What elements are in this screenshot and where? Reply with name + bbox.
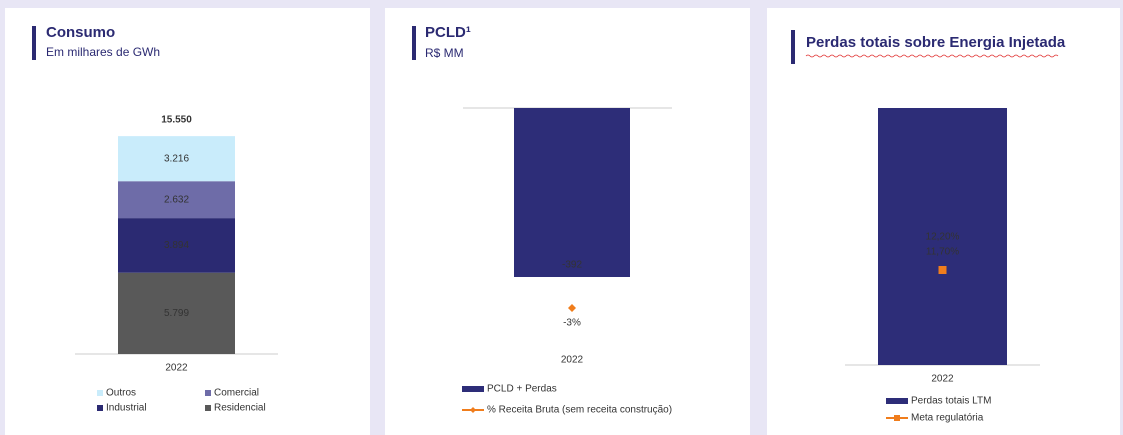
spell-underline xyxy=(805,54,1059,58)
legend-label: Perdas totais LTM xyxy=(911,396,991,407)
chart-title: Perdas totais sobre Energia Injetada xyxy=(806,34,1066,51)
bar-segment xyxy=(118,181,235,219)
chart-subtitle: Em milhares de GWh xyxy=(46,45,160,59)
title-accent xyxy=(791,30,795,64)
data-label: -3% xyxy=(563,318,581,329)
legend-label: Outros xyxy=(106,388,136,399)
legend-swatch xyxy=(97,390,103,396)
legend-label: Residencial xyxy=(214,403,266,414)
x-tick-label: 2022 xyxy=(931,374,954,385)
legend-label: Meta regulatória xyxy=(911,413,984,424)
legend-label: Industrial xyxy=(106,403,147,414)
marker xyxy=(938,266,947,274)
bar xyxy=(878,108,1007,365)
legend-label: PCLD + Perdas xyxy=(487,384,557,395)
data-label: 3.894 xyxy=(164,240,189,251)
marker xyxy=(894,415,900,421)
data-label: 12,20% xyxy=(926,232,960,243)
marker xyxy=(470,407,476,413)
x-tick-label: 2022 xyxy=(561,355,584,366)
title-accent xyxy=(32,26,36,60)
chart-subtitle: R$ MM xyxy=(425,46,464,60)
chart-title: Consumo xyxy=(46,24,115,41)
bar-segment xyxy=(118,136,235,182)
legend-swatch xyxy=(205,390,211,396)
data-label: 11,70% xyxy=(926,247,959,258)
bar xyxy=(514,108,630,277)
x-tick-label: 2022 xyxy=(165,363,188,374)
marker xyxy=(568,304,576,312)
legend-swatch xyxy=(886,398,908,404)
legend-label: Comercial xyxy=(214,388,259,399)
bar-segment xyxy=(118,218,235,273)
data-label: 5.799 xyxy=(164,308,189,319)
data-label: -392 xyxy=(562,260,582,271)
chart-title: PCLD¹ xyxy=(425,24,471,41)
title-accent xyxy=(412,26,416,60)
legend-label: % Receita Bruta (sem receita construção) xyxy=(487,405,672,416)
legend-swatch xyxy=(205,405,211,411)
bar-segment xyxy=(118,272,235,354)
legend-swatch xyxy=(462,386,484,392)
data-label: 3.216 xyxy=(164,153,189,164)
legend-swatch xyxy=(97,405,103,411)
data-label: 2.632 xyxy=(164,194,189,205)
total-label: 15.550 xyxy=(161,115,192,126)
